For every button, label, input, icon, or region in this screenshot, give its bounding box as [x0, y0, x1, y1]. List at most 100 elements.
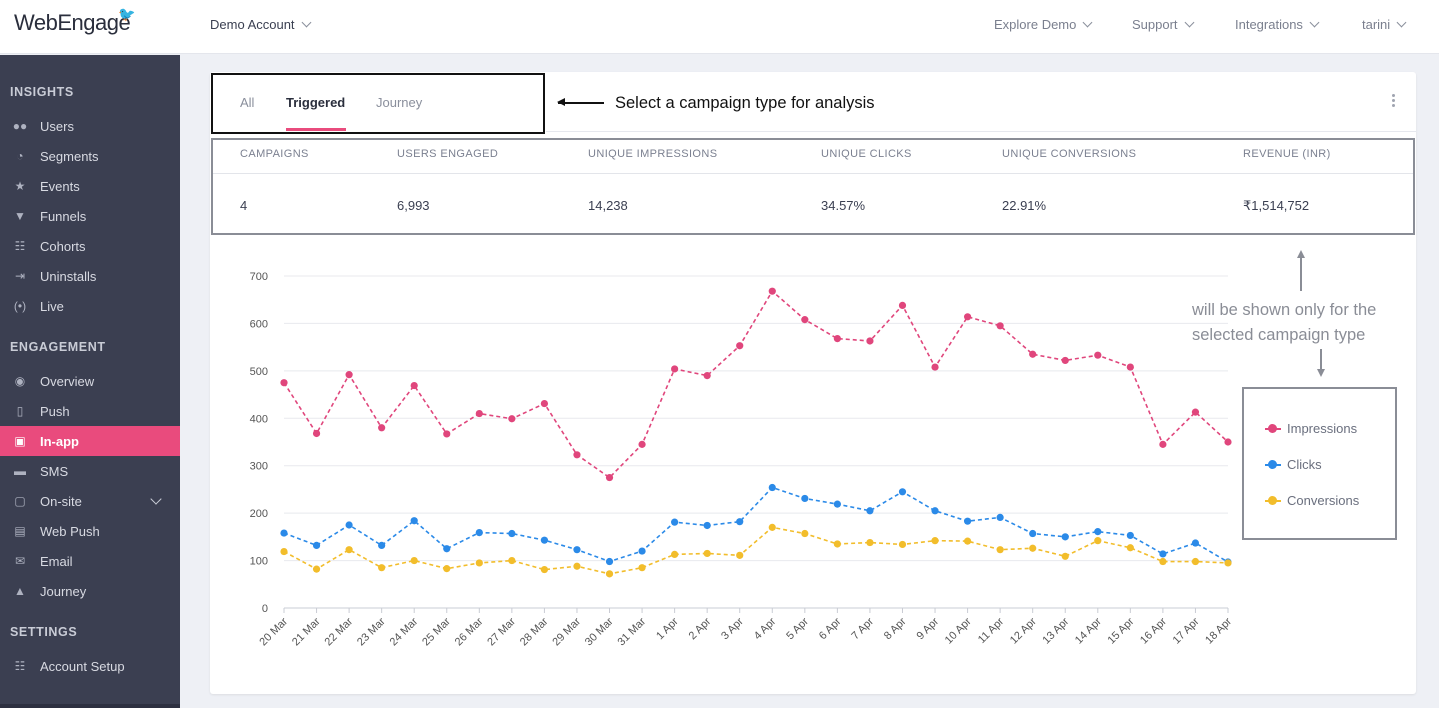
data-point-conversions: [410, 556, 418, 565]
stat-value-campaigns: 4: [240, 198, 248, 213]
series-line-conversions: [283, 526, 1229, 575]
data-point-clicks: [410, 517, 418, 525]
sidebar-item-label: Push: [40, 403, 70, 419]
data-point-conversions: [378, 564, 386, 572]
sidebar-item-journey[interactable]: ▲ Journey: [0, 576, 180, 606]
sidebar-item-label: Segments: [40, 148, 99, 164]
funnel-icon: ▼: [14, 209, 26, 223]
x-tick-label: 27 Mar: [485, 615, 518, 648]
sidebar-item-uninstalls[interactable]: ⇥ Uninstalls: [0, 261, 180, 291]
data-point-clicks: [638, 547, 646, 555]
x-tick-label: 10 Apr: [943, 615, 974, 646]
x-tick-label: 3 Apr: [719, 615, 746, 642]
nav-explore-demo[interactable]: Explore Demo: [994, 17, 1093, 32]
data-point-clicks: [1029, 529, 1037, 538]
x-tick-label: 4 Apr: [752, 615, 779, 642]
sidebar-item-cohorts[interactable]: ☷ Cohorts: [0, 231, 180, 261]
nav-support[interactable]: Support: [1132, 17, 1194, 32]
sidebar-item-overview[interactable]: ◉ Overview: [0, 366, 180, 396]
sidebar-footer: [0, 704, 180, 708]
sidebar-item-events[interactable]: ★ Events: [0, 171, 180, 201]
data-point-impressions: [931, 363, 939, 371]
sidebar-item-web-push[interactable]: ▤ Web Push: [0, 516, 180, 546]
x-tick-label: 29 Mar: [550, 615, 583, 648]
x-tick-label: 1 Apr: [654, 615, 681, 642]
window-icon: ▤: [14, 524, 26, 538]
data-point-clicks: [1094, 528, 1102, 536]
sidebar-item-email[interactable]: ✉ Email: [0, 546, 180, 576]
sidebar-item-label: In-app: [40, 433, 79, 449]
data-point-clicks: [1191, 539, 1200, 547]
tab-journey[interactable]: Journey: [376, 95, 423, 110]
x-tick-label: 8 Apr: [882, 615, 909, 642]
data-point-impressions: [475, 409, 483, 418]
tab-triggered[interactable]: Triggered: [286, 95, 346, 110]
more-options-icon[interactable]: [1392, 94, 1396, 109]
sidebar-item-segments[interactable]: ◔ Segments: [0, 141, 180, 171]
sidebar-item-label: Uninstalls: [40, 268, 97, 284]
stat-header-unique-clicks: UNIQUE CLICKS: [821, 148, 912, 160]
data-point-clicks: [378, 541, 386, 549]
sidebar-item-live[interactable]: (•) Live: [0, 291, 180, 321]
series-line-impressions: [283, 289, 1229, 479]
data-point-conversions: [866, 538, 874, 547]
sidebar-item-label: Web Push: [40, 523, 100, 539]
account-switcher[interactable]: Demo Account: [210, 17, 311, 32]
legend-clicks[interactable]: Clicks: [1265, 457, 1322, 472]
sidebar-item-push[interactable]: ▯ Push: [0, 396, 180, 426]
grid-icon: ☷: [14, 239, 26, 253]
chevron-down-icon[interactable]: [150, 493, 162, 505]
data-point-clicks: [1061, 533, 1069, 541]
y-tick-label: 400: [250, 413, 268, 425]
data-point-impressions: [1094, 351, 1102, 359]
sidebar-item-label: Overview: [40, 373, 95, 389]
sidebar-item-label: Events: [40, 178, 80, 194]
mobile-icon: ▯: [16, 404, 24, 418]
sidebar-item-label: Email: [40, 553, 73, 569]
data-point-clicks: [1126, 531, 1134, 540]
x-tick-label: 23 Mar: [355, 615, 388, 648]
y-tick-label: 600: [250, 318, 268, 330]
data-point-impressions: [573, 451, 581, 459]
sidebar-item-in-app[interactable]: ▣ In-app: [0, 426, 180, 456]
x-tick-label: 16 Apr: [1138, 615, 1169, 646]
sidebar-item-funnels[interactable]: ▼ Funnels: [0, 201, 180, 231]
sidebar-item-label: Live: [40, 298, 64, 314]
x-tick-label: 13 Apr: [1040, 615, 1071, 646]
data-point-conversions: [443, 565, 451, 573]
sidebar-item-label: Users: [40, 118, 74, 134]
grid-icon: ☷: [14, 659, 26, 673]
data-point-conversions: [345, 546, 353, 554]
sidebar-item-sms[interactable]: ▬ SMS: [0, 456, 180, 486]
y-tick-label: 0: [262, 603, 268, 615]
stat-header-users-engaged: USERS ENGAGED: [397, 148, 499, 160]
data-point-clicks: [833, 500, 841, 508]
data-point-impressions: [540, 399, 549, 408]
nav-integrations[interactable]: Integrations: [1235, 17, 1320, 32]
x-tick-label: 31 Mar: [615, 615, 648, 648]
legend-conversions[interactable]: Conversions: [1265, 493, 1359, 508]
data-point-impressions: [866, 337, 874, 345]
nav-label: Explore Demo: [994, 17, 1077, 32]
data-point-impressions: [898, 301, 907, 310]
legend-marker-icon: [1265, 459, 1281, 470]
nav-label: tarini: [1362, 17, 1391, 32]
webengage-logo[interactable]: WebEngage 🐦: [14, 6, 135, 36]
onsite-icon: ▢: [14, 494, 26, 508]
legend-impressions[interactable]: Impressions: [1265, 421, 1357, 436]
sidebar-item-account-setup[interactable]: ☷ Account Setup: [0, 651, 180, 681]
users-icon: ●●: [12, 119, 28, 133]
x-tick-label: 17 Apr: [1171, 615, 1202, 646]
nav-user-menu[interactable]: tarini: [1362, 17, 1407, 32]
x-tick-label: 6 Apr: [817, 615, 844, 642]
stat-value-users-engaged: 6,993: [397, 198, 430, 213]
stat-value-unique-impressions: 14,238: [588, 198, 628, 213]
sidebar-item-on-site[interactable]: ▢ On-site: [0, 486, 180, 516]
logo-bird-icon: 🐦: [118, 6, 135, 22]
sidebar-item-users[interactable]: ●● Users: [0, 111, 180, 141]
data-point-conversions: [1061, 552, 1069, 560]
tab-all[interactable]: All: [240, 95, 255, 110]
data-point-clicks: [1159, 550, 1167, 558]
data-point-conversions: [671, 550, 679, 559]
rocket-icon: ▲: [14, 584, 26, 598]
